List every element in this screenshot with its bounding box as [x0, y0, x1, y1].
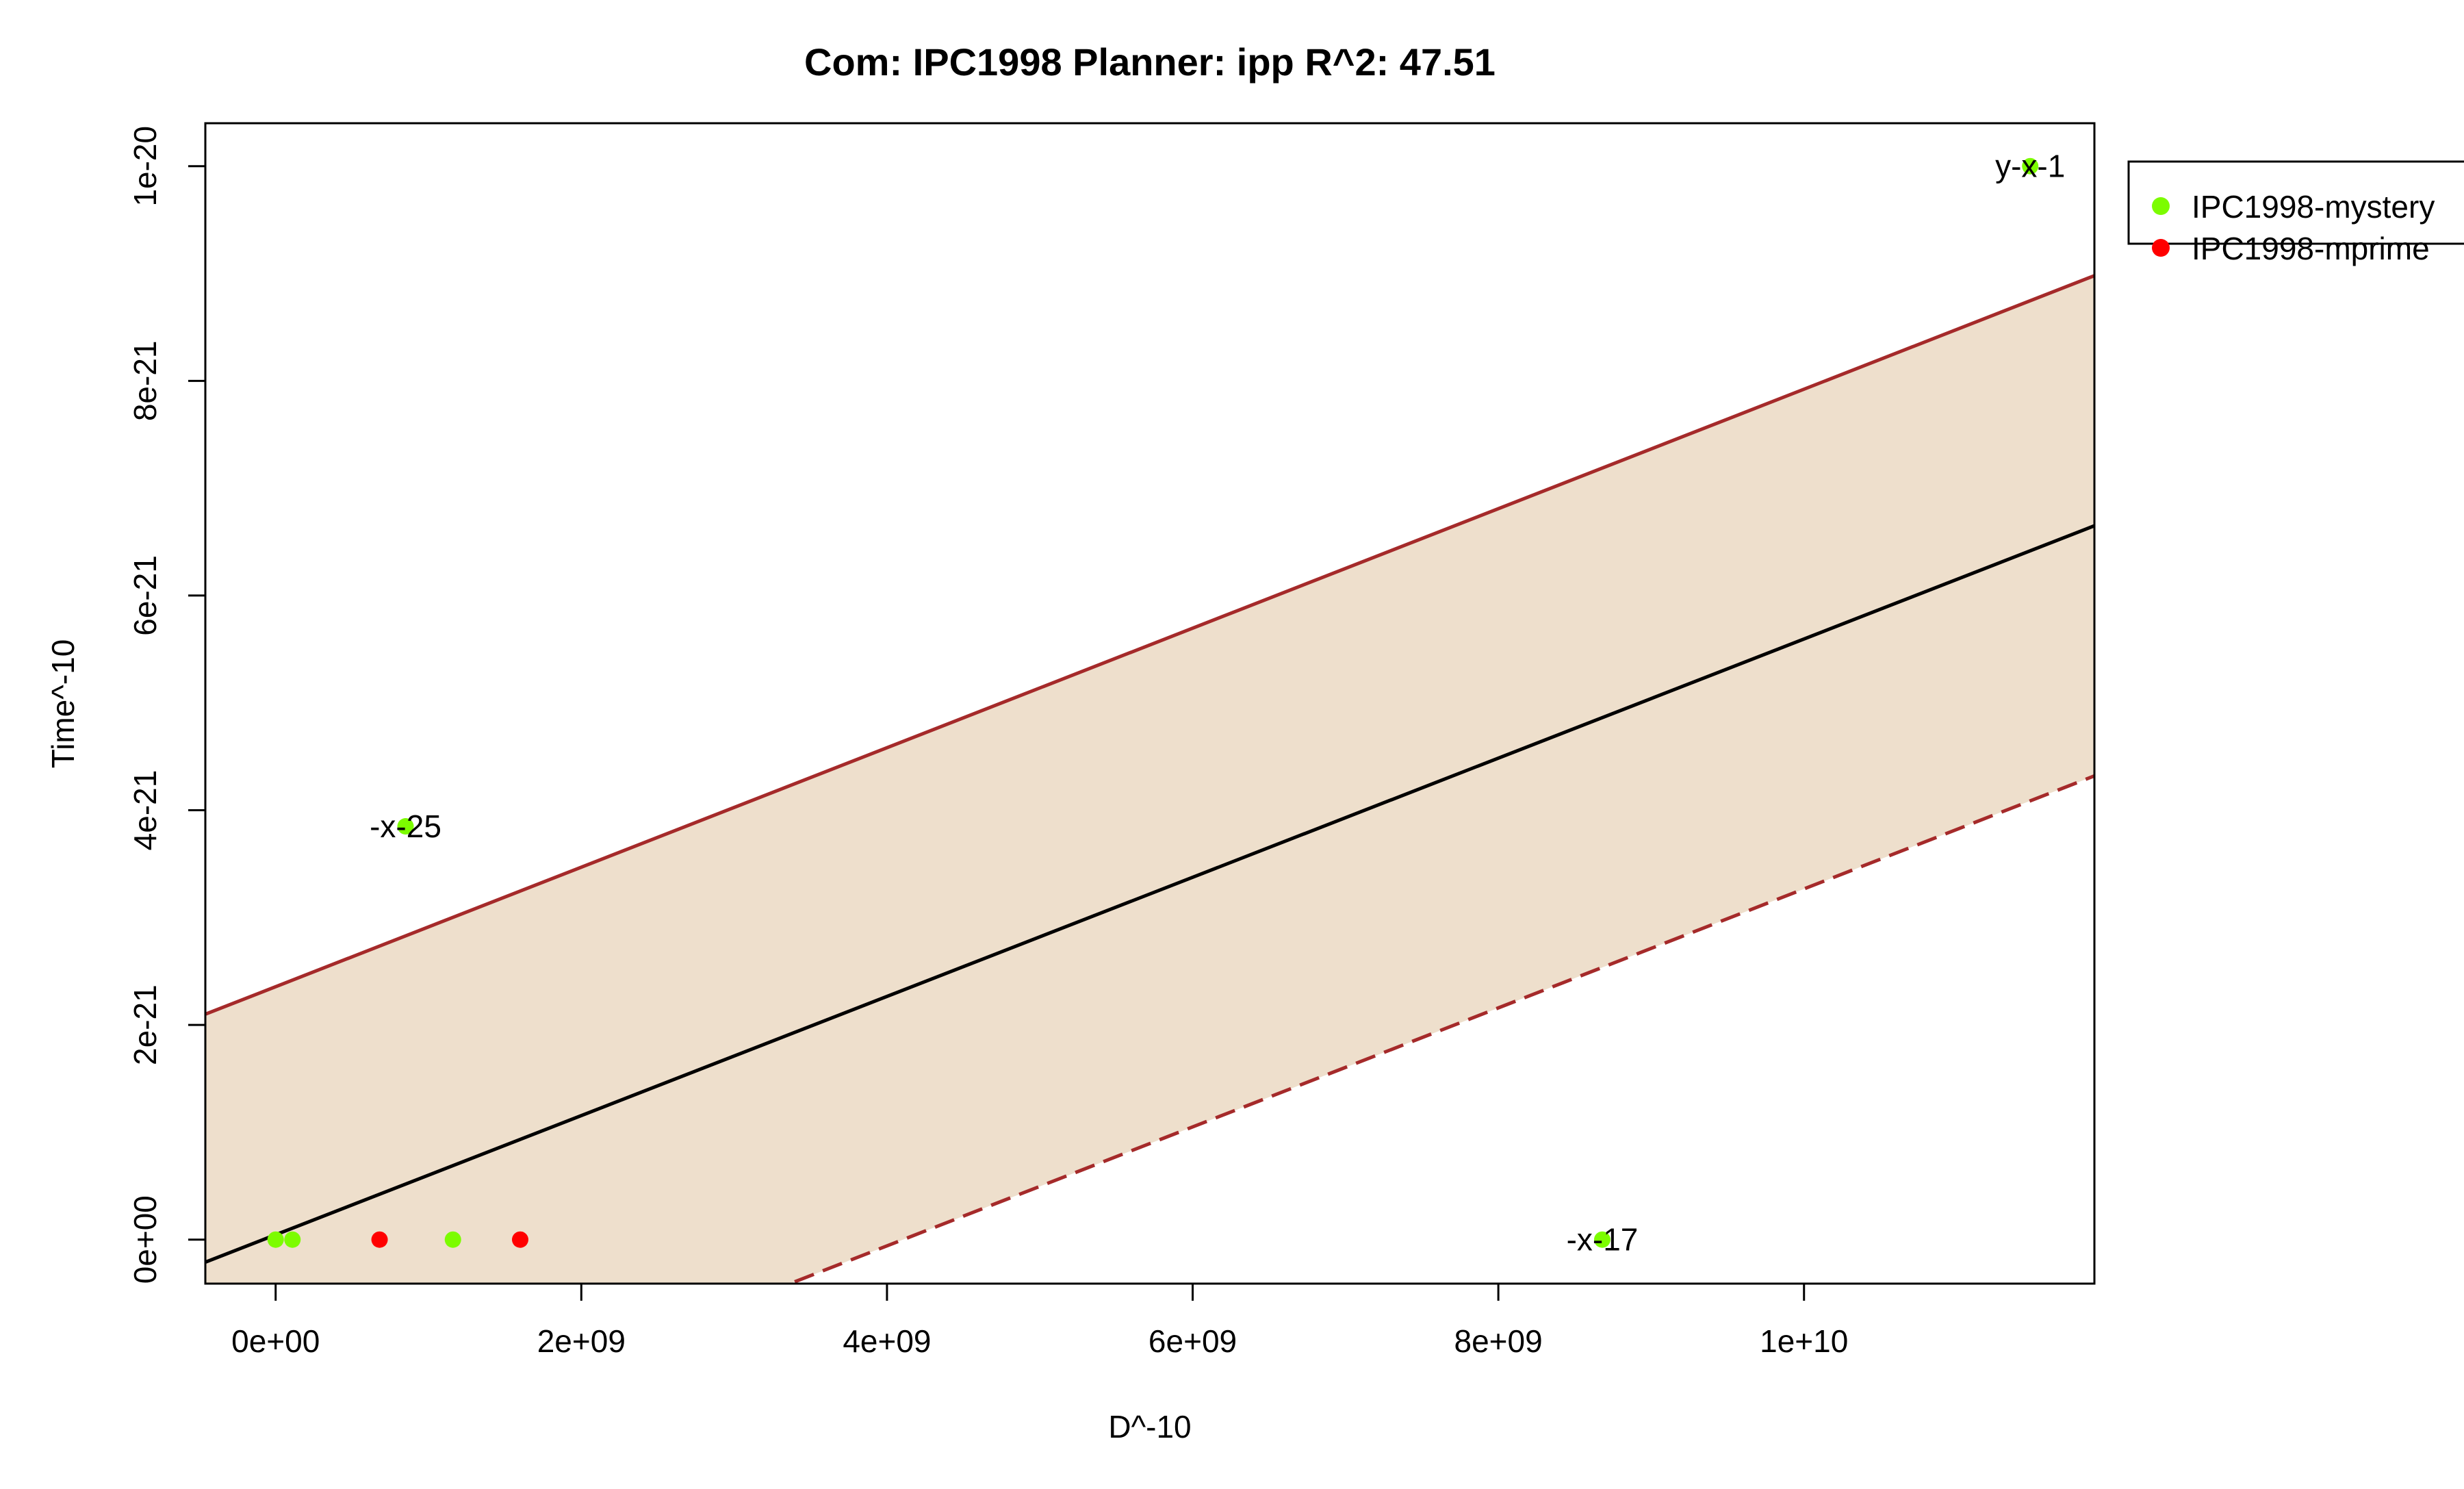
data-point	[512, 1231, 528, 1248]
x-tick-label: 4e+09	[843, 1323, 931, 1359]
upper-bound-line	[205, 274, 2094, 1016]
legend-box	[2127, 160, 2464, 245]
x-tick-label: 6e+09	[1148, 1323, 1237, 1359]
point-labels-layer: -x-25 -x-17 y-x-1	[370, 149, 2065, 1258]
y-tick-label: 0e+00	[127, 1195, 163, 1284]
y-axis: 0e+00 2e-21 4e-21 6e-21 8e-21 1e-20	[127, 126, 207, 1284]
y-axis-label: Time^-10	[45, 639, 81, 769]
point-label: -x-25	[370, 809, 441, 844]
data-point	[2022, 157, 2039, 175]
x-axis: 0e+00 2e+09 4e+09 6e+09 8e+09 1e+10	[231, 1282, 1848, 1359]
legend: IPC1998-mystery IPC1998-mprime	[2127, 160, 2464, 266]
regression-line	[205, 524, 2094, 1264]
x-tick-label: 0e+00	[231, 1323, 320, 1359]
legend-marker-mprime	[2152, 239, 2170, 257]
data-point	[371, 1231, 388, 1248]
data-point	[397, 818, 414, 835]
legend-label-mystery: IPC1998-mystery	[2192, 189, 2435, 225]
point-label: y-x-1	[1995, 149, 2065, 184]
data-point	[267, 1231, 284, 1248]
lower-bound-line	[785, 774, 2094, 1284]
confidence-band	[205, 275, 2094, 1284]
point-label: -x-17	[1567, 1222, 1639, 1258]
points-layer	[267, 157, 2039, 1248]
y-tick-label: 1e-20	[127, 126, 163, 207]
y-tick-label: 2e-21	[127, 984, 163, 1065]
y-tick-label: 8e-21	[127, 340, 163, 421]
x-tick-label: 8e+09	[1454, 1323, 1543, 1359]
chart-title: Com: IPC1998 Planner: ipp R^2: 47.51	[804, 40, 1496, 84]
legend-marker-mystery	[2152, 197, 2170, 215]
data-point	[284, 1231, 301, 1248]
legend-label-mprime: IPC1998-mprime	[2192, 231, 2430, 266]
confidence-band-layer	[205, 274, 2094, 1284]
data-point	[1593, 1231, 1610, 1248]
x-tick-label: 2e+09	[537, 1323, 626, 1359]
x-axis-label: D^-10	[1108, 1409, 1191, 1445]
x-tick-label: 1e+10	[1760, 1323, 1848, 1359]
data-point	[444, 1231, 461, 1248]
y-tick-label: 6e-21	[127, 555, 163, 636]
y-tick-label: 4e-21	[127, 770, 163, 851]
